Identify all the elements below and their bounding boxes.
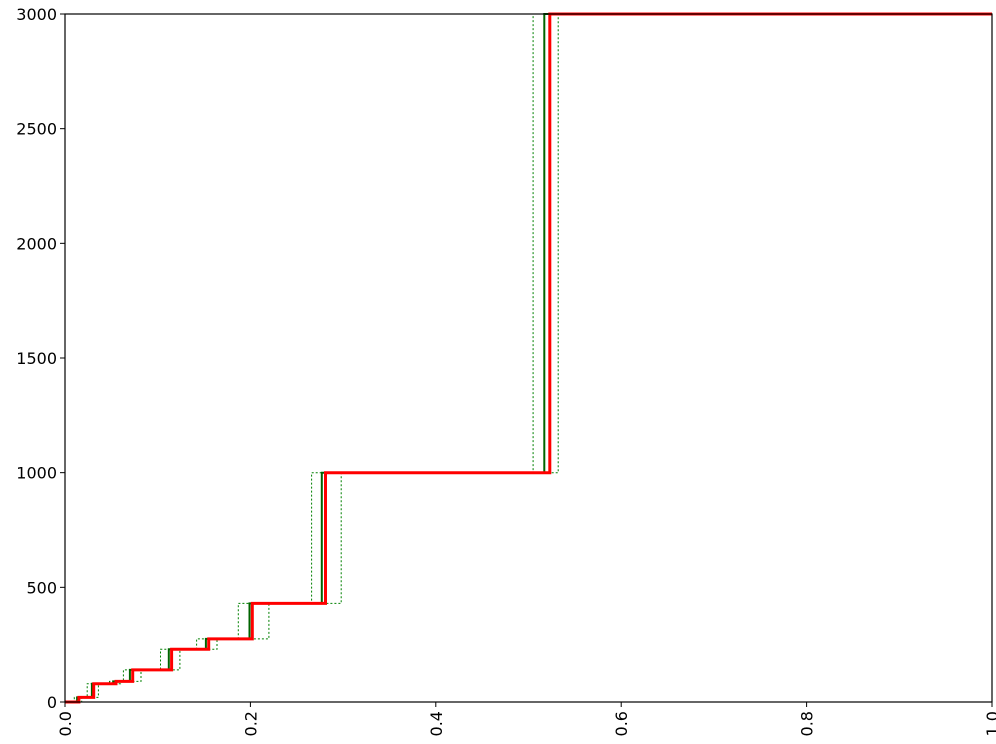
- series-layer: [65, 12, 992, 704]
- y-axis: 0 500 1000 1500 2000 2500 3000: [16, 5, 65, 712]
- series-line-solid-main: [65, 12, 992, 704]
- x-tick-label: 1.0: [983, 711, 996, 736]
- series-line-dotted-band-upper: [65, 13, 992, 703]
- series-line-dotted-band-lower: [65, 13, 992, 703]
- y-tick-label: 1500: [16, 349, 57, 368]
- x-tick-label: 0.0: [56, 711, 75, 736]
- series-line-solid-mid: [65, 13, 992, 703]
- y-tick-label: 2500: [16, 120, 57, 139]
- x-tick-label: 0.2: [241, 711, 260, 736]
- y-tick-label: 1000: [16, 464, 57, 483]
- x-tick-label: 0.6: [612, 711, 631, 736]
- y-tick-label: 3000: [16, 5, 57, 24]
- y-tick-label: 2000: [16, 234, 57, 253]
- y-tick-label: 500: [26, 578, 57, 597]
- x-axis: 0.0 0.2 0.4 0.6 0.8 1.0: [56, 702, 996, 736]
- x-tick-label: 0.4: [427, 711, 446, 736]
- x-tick-label: 0.8: [798, 711, 817, 736]
- y-tick-label: 0: [47, 693, 57, 712]
